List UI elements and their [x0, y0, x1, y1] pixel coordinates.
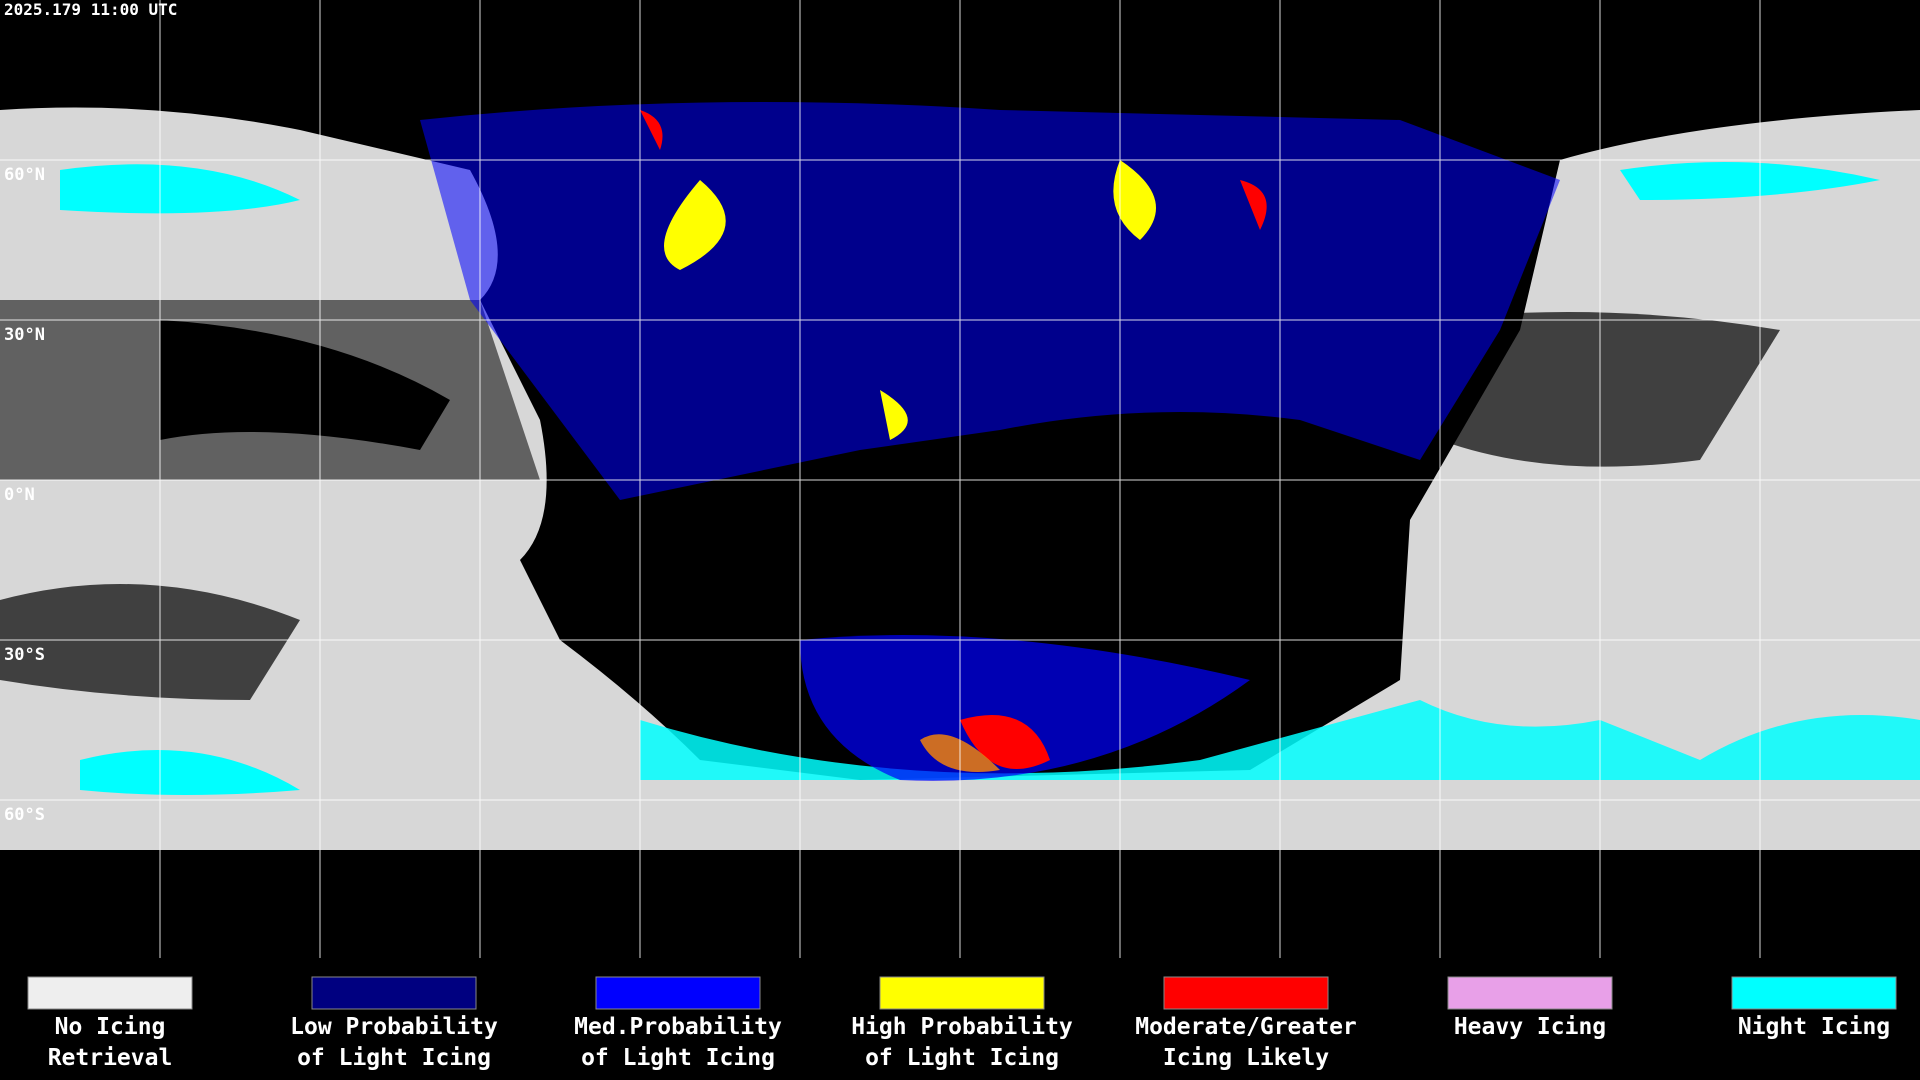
legend-label: High Probability [851, 1014, 1073, 1040]
legend-swatch [1447, 976, 1613, 1010]
legend-label: Moderate/Greater [1135, 1014, 1357, 1040]
legend-swatch [595, 976, 761, 1010]
graticule [0, 0, 1920, 958]
legend-label: Icing Likely [1163, 1045, 1329, 1071]
legend-swatch [879, 976, 1045, 1010]
legend-label: No Icing [55, 1014, 166, 1040]
legend-label: Heavy Icing [1454, 1014, 1606, 1040]
legend-label: Night Icing [1738, 1014, 1890, 1040]
legend-label: Retrieval [48, 1045, 173, 1071]
latitude-label: 0°N [4, 485, 35, 505]
legend-label: Med.Probability [574, 1014, 782, 1040]
legend: No Icing Retrieval Low Probability of Light… [27, 976, 1897, 1071]
latitude-label: 60°S [4, 805, 45, 825]
legend-label: of Light Icing [581, 1045, 775, 1071]
latitude-label: 30°S [4, 645, 45, 665]
icing-field [420, 102, 1560, 781]
latitude-label: 60°N [4, 165, 45, 185]
latitude-labels: 60°N 30°N 0°N 30°S 60°S [4, 165, 45, 825]
legend-swatch [1163, 976, 1329, 1010]
timestamp: 2025.179 11:00 UTC [4, 0, 177, 19]
legend-swatch [1731, 976, 1897, 1010]
legend-label: of Light Icing [297, 1045, 491, 1071]
legend-swatch [27, 976, 193, 1010]
latitude-label: 30°N [4, 325, 45, 345]
legend-label: Low Probability [290, 1014, 498, 1040]
legend-label: of Light Icing [865, 1045, 1059, 1071]
legend-swatch [311, 976, 477, 1010]
